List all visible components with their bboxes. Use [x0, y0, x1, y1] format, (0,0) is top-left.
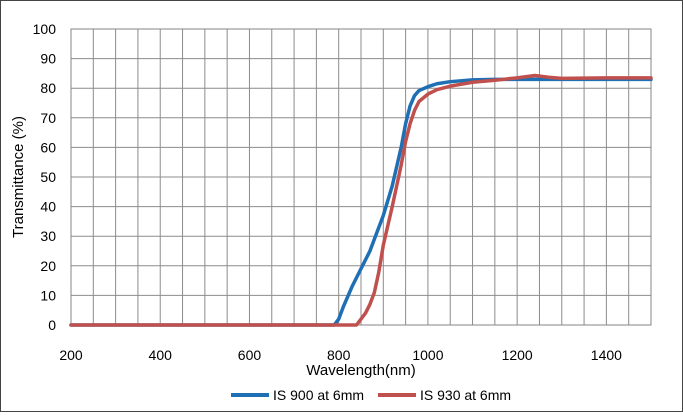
x-axis-title: Wavelength(nm): [306, 362, 415, 379]
y-axis-title: Transmittance (%): [10, 116, 27, 238]
y-tick-label: 70: [40, 110, 56, 126]
grid-layer: [70, 28, 652, 326]
y-tick-label: 60: [40, 139, 56, 155]
y-tick-label: 0: [48, 317, 56, 333]
x-tick-label: 1400: [591, 347, 622, 363]
legend: IS 900 at 6mm IS 930 at 6mm: [231, 387, 511, 403]
y-tick-label: 80: [40, 80, 56, 96]
x-tick-label: 200: [59, 347, 83, 363]
x-tick-label: 400: [149, 347, 173, 363]
y-tick-label: 100: [33, 21, 57, 37]
series-layer: [69, 73, 653, 327]
y-tick-label: 90: [40, 51, 56, 67]
y-tick-label: 50: [40, 169, 56, 185]
y-tick-label: 10: [40, 287, 56, 303]
legend-label-series-2: IS 930 at 6mm: [420, 387, 511, 403]
series-line-2: [69, 73, 653, 327]
x-tick-label: 600: [238, 347, 262, 363]
plot-border: [70, 28, 652, 326]
tick-labels: 200 400 600 800 1000 1200 1400 0 10 20 30 40 50 60 70 8…: [33, 21, 623, 363]
legend-label-series-1: IS 900 at 6mm: [273, 387, 364, 403]
y-tick-label: 20: [40, 258, 56, 274]
x-tick-label: 800: [327, 347, 351, 363]
x-tick-label: 1000: [412, 347, 443, 363]
y-tick-label: 30: [40, 228, 56, 244]
x-tick-label: 1200: [502, 347, 533, 363]
y-tick-label: 40: [40, 199, 56, 215]
